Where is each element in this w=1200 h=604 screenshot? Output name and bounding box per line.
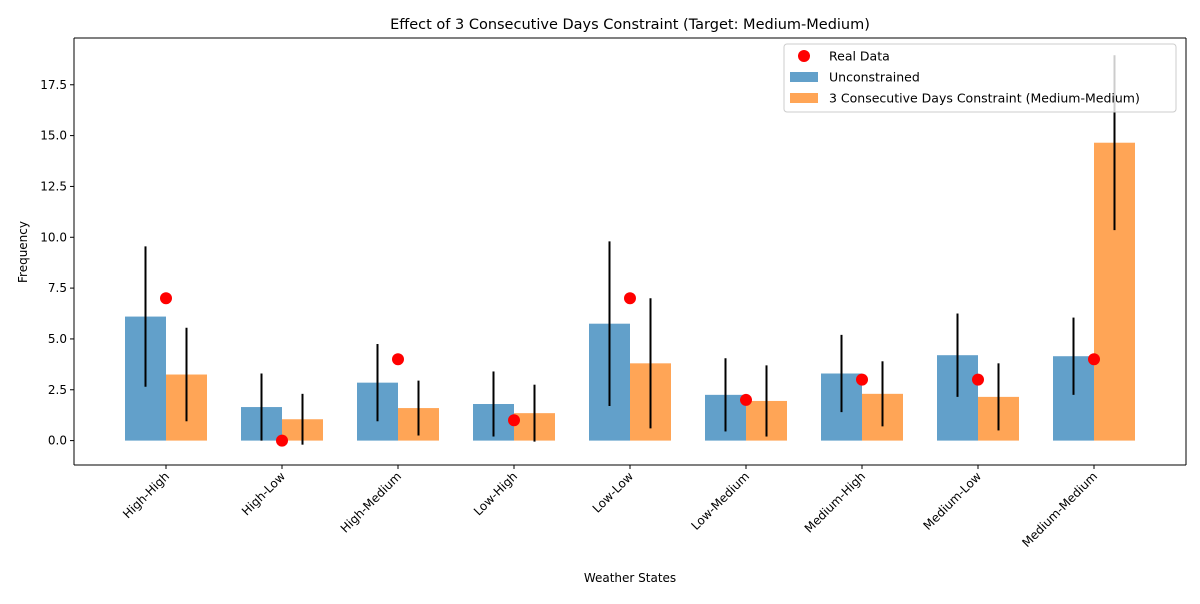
x-axis-label: Weather States (584, 571, 676, 585)
legend-label: Real Data (829, 49, 890, 64)
y-tick-label: 0.0 (48, 434, 67, 448)
legend-marker-real-data (798, 50, 810, 62)
legend: Real Data Unconstrained 3 Consecutive Days… (783, 43, 1177, 113)
x-tick-label: High-High (120, 469, 172, 521)
x-tick-label: Low-Medium (689, 469, 753, 533)
bars-layer (125, 142, 1135, 441)
real-data-point (392, 353, 404, 366)
real-data-point (1088, 353, 1100, 366)
legend-frame (783, 43, 1177, 113)
x-tick-label: Low-High (471, 469, 520, 518)
legend-label: 3 Consecutive Days Constraint (Medium-Me… (829, 91, 1140, 106)
y-tick-label: 2.5 (48, 383, 67, 397)
real-data-point (508, 414, 520, 427)
axes-layer: 0.0 2.5 5.0 7.5 10.0 12.5 15.0 17.5 High-High Hig… (40, 37, 1187, 550)
legend-label: Unconstrained (829, 70, 920, 85)
real-data-point (160, 292, 172, 305)
error-bars-layer (144, 55, 1116, 445)
real-data-point (740, 393, 752, 406)
legend-swatch (790, 72, 818, 82)
y-tick-label: 15.0 (40, 129, 67, 143)
x-tick-label: High-Low (239, 469, 288, 518)
real-data-point (276, 434, 288, 447)
legend-swatch (790, 93, 818, 103)
x-tick-label: Low-Low (590, 469, 637, 516)
y-tick-label: 17.5 (40, 78, 67, 92)
x-tick-label: Medium-High (802, 469, 868, 535)
real-data-point (624, 292, 636, 305)
real-data-point (856, 373, 868, 386)
x-tick-label: Medium-Medium (1019, 469, 1100, 550)
real-data-point (972, 373, 984, 386)
y-tick-label: 7.5 (48, 281, 67, 295)
chart-title: Effect of 3 Consecutive Days Constraint … (390, 17, 870, 33)
y-axis-label: Frequency (16, 221, 30, 283)
y-tick-label: 12.5 (40, 179, 67, 193)
y-tick-label: 10.0 (40, 230, 67, 244)
y-tick-label: 5.0 (48, 332, 67, 346)
real-data-points-layer (160, 292, 1100, 447)
x-tick-label: Medium-Low (921, 469, 985, 533)
x-tick-label: High-Medium (338, 469, 404, 535)
